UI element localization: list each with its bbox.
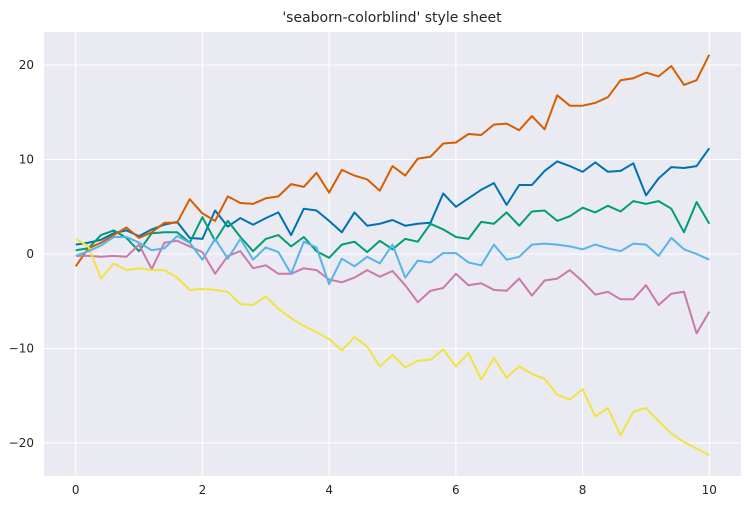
- y-axis-ticks: −20 −10 0 10 20: [9, 58, 34, 450]
- x-tick-label: 4: [325, 483, 333, 497]
- x-tick-label: 2: [199, 483, 207, 497]
- y-tick-label: −10: [9, 341, 34, 355]
- series-lines: [74, 54, 711, 457]
- x-tick-label: 0: [72, 483, 80, 497]
- series-line-5: [75, 238, 710, 457]
- series-line-6: [75, 235, 710, 286]
- x-axis-ticks: 0 2 4 6 8 10: [72, 483, 717, 497]
- y-tick-label: 10: [19, 153, 34, 167]
- series-line-3: [74, 54, 711, 267]
- chart-title: 'seaborn-colorblind' style sheet: [282, 10, 502, 26]
- series-line-2: [75, 200, 711, 259]
- y-tick-label: 20: [19, 58, 34, 72]
- x-tick-label: 8: [579, 483, 587, 497]
- y-tick-label: 0: [26, 247, 34, 261]
- series-line-1: [75, 147, 711, 246]
- x-tick-label: 10: [702, 483, 717, 497]
- y-tick-label: −20: [9, 436, 34, 450]
- series-line-4: [75, 239, 711, 335]
- x-tick-label: 6: [452, 483, 460, 497]
